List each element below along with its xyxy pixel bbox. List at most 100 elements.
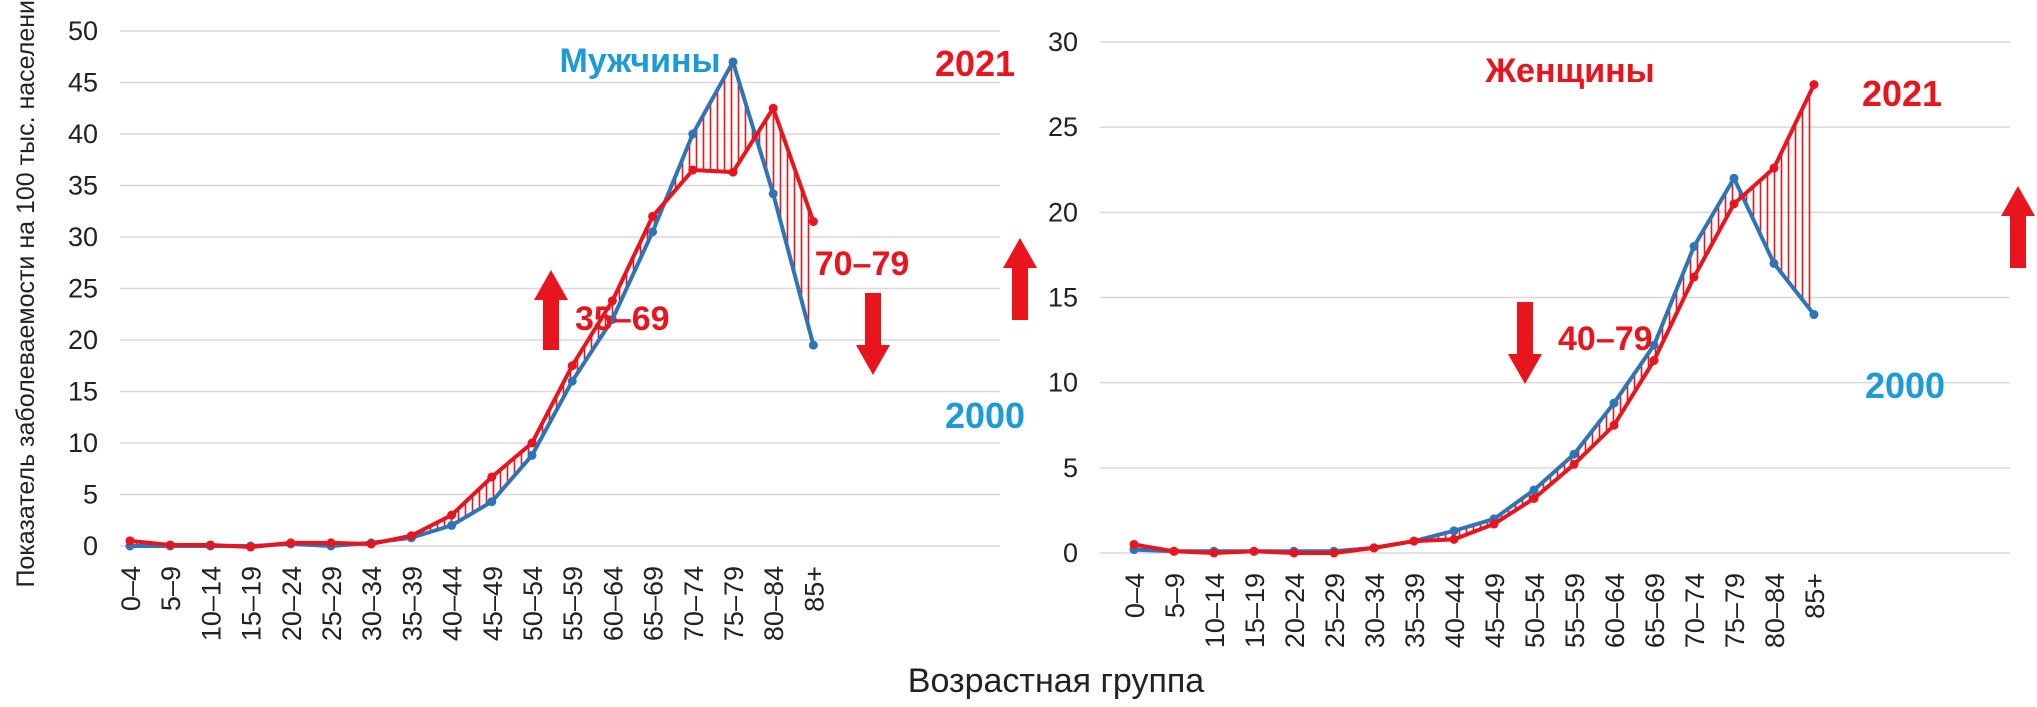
- difference-hatch: [130, 61, 814, 548]
- data-point-2000: [688, 129, 698, 139]
- data-point-2021: [808, 217, 818, 227]
- data-point-2000: [1569, 449, 1579, 459]
- data-point-2000: [1449, 526, 1459, 536]
- data-point-2000: [1729, 173, 1739, 183]
- data-point-2021: [527, 438, 537, 448]
- data-point-2021: [447, 510, 457, 520]
- data-point-2000: [607, 314, 617, 324]
- age-range-annotation: 40–79: [1558, 320, 1653, 358]
- x-tick-label: 30–34: [1360, 573, 1390, 648]
- x-tick-label: 45–49: [478, 566, 508, 641]
- y-tick-label: 20: [1048, 197, 1078, 227]
- data-point-2021: [1769, 163, 1779, 173]
- data-point-2021: [1689, 272, 1699, 282]
- data-point-2021: [1169, 546, 1179, 556]
- x-tick-label: 85+: [799, 566, 829, 612]
- series-line-2021: [129, 106, 816, 550]
- y-tick-label: 25: [1048, 112, 1078, 142]
- x-tick-label: 55–59: [1560, 573, 1590, 648]
- y-tick-label: 50: [68, 16, 98, 46]
- series-label-2000: 2000: [945, 395, 1025, 436]
- age-range-annotation: 70–79: [815, 245, 910, 283]
- data-point-2000: [808, 340, 818, 350]
- x-tick-label: 75–79: [1720, 573, 1750, 648]
- arrow-up-icon: [534, 270, 568, 350]
- y-tick-label: 30: [1048, 27, 1078, 57]
- x-tick-label: 70–74: [1680, 573, 1710, 648]
- data-point-2021: [567, 361, 577, 371]
- x-tick-label: 25–29: [317, 566, 347, 641]
- y-tick-label: 10: [1048, 368, 1078, 398]
- x-tick-label: 60–64: [598, 566, 628, 641]
- data-point-2000: [648, 227, 658, 237]
- y-tick-label: 0: [1063, 538, 1078, 568]
- x-tick-label: 20–24: [1280, 573, 1310, 648]
- data-point-2021: [1569, 459, 1579, 469]
- data-point-2021: [246, 542, 256, 552]
- arrow-up-icon: [2001, 186, 2035, 268]
- chart-panel-men: Мужчины Показатель заболеваемости на 100…: [12, 0, 1037, 641]
- data-point-2021: [1649, 356, 1659, 366]
- y-tick-label: 30: [68, 222, 98, 252]
- x-tick-label: 0–4: [116, 566, 146, 611]
- y-tick-label: 5: [1063, 453, 1078, 483]
- y-tick-label: 0: [83, 531, 98, 561]
- y-tick-label: 5: [83, 480, 98, 510]
- data-point-2021: [1729, 199, 1739, 209]
- x-tick-label: 50–54: [518, 566, 548, 641]
- y-tick-label: 15: [1048, 283, 1078, 313]
- y-tick-label: 25: [68, 274, 98, 304]
- y-tick-label: 40: [68, 119, 98, 149]
- data-point-2021: [1609, 420, 1619, 430]
- x-axis-label: Возрастная группа: [908, 662, 1204, 700]
- series-label-2021: 2021: [935, 43, 1015, 84]
- x-tick-label: 30–34: [357, 566, 387, 641]
- chart-panel-women: Женщины 0 5 10 15 20 25 30 0–4 5–9 10–14 15–19 20–2…: [1048, 27, 2035, 648]
- x-tick-label: 60–64: [1600, 573, 1630, 648]
- x-tick-label: 85+: [1800, 573, 1830, 619]
- data-point-2021: [607, 296, 617, 306]
- data-point-2021: [165, 540, 175, 550]
- data-point-2000: [567, 376, 577, 386]
- data-point-2021: [487, 472, 497, 482]
- x-tick-label: 20–24: [277, 566, 307, 641]
- x-tick-label: 50–54: [1520, 573, 1550, 648]
- data-point-2021: [1809, 80, 1819, 90]
- series-label-2000: 2000: [1865, 365, 1945, 406]
- data-point-2000: [768, 189, 778, 199]
- data-point-2000: [1529, 485, 1539, 495]
- data-point-2000: [487, 497, 497, 507]
- x-tick-label: 40–44: [1440, 573, 1470, 648]
- x-tick-label: 15–19: [237, 566, 267, 641]
- data-point-2021: [648, 211, 658, 221]
- data-point-2021: [326, 538, 336, 548]
- y-tick-label: 10: [68, 428, 98, 458]
- data-point-2000: [1649, 340, 1659, 350]
- data-point-2021: [1409, 536, 1419, 546]
- x-tick-label: 75–79: [719, 566, 749, 641]
- data-point-2021: [768, 103, 778, 113]
- age-range-annotation: 35–69: [575, 300, 670, 338]
- x-tick-label: 35–39: [397, 566, 427, 641]
- x-tick-label: 15–19: [1240, 573, 1270, 648]
- y-axis-label: Показатель заболеваемости на 100 тыс. на…: [12, 0, 40, 588]
- data-point-2021: [406, 531, 416, 541]
- y-tick-label: 45: [68, 68, 98, 98]
- data-point-2021: [366, 539, 376, 549]
- x-tick-label: 0–4: [1120, 573, 1150, 618]
- data-point-2021: [1529, 493, 1539, 503]
- data-point-2000: [1609, 398, 1619, 408]
- arrow-down-icon: [856, 293, 890, 375]
- data-point-2021: [688, 165, 698, 175]
- data-point-2000: [1769, 258, 1779, 268]
- arrow-up-icon: [1003, 238, 1037, 320]
- x-tick-label: 5–9: [1160, 573, 1190, 618]
- data-point-2000: [728, 57, 738, 67]
- x-tick-label: 10–14: [1200, 573, 1230, 648]
- x-tick-label: 80–84: [759, 566, 789, 641]
- data-point-2021: [286, 538, 296, 548]
- chart-title-women: Женщины: [1484, 52, 1654, 90]
- data-point-2021: [1129, 539, 1139, 549]
- x-tick-label: 35–39: [1400, 573, 1430, 648]
- data-point-2021: [1329, 548, 1339, 558]
